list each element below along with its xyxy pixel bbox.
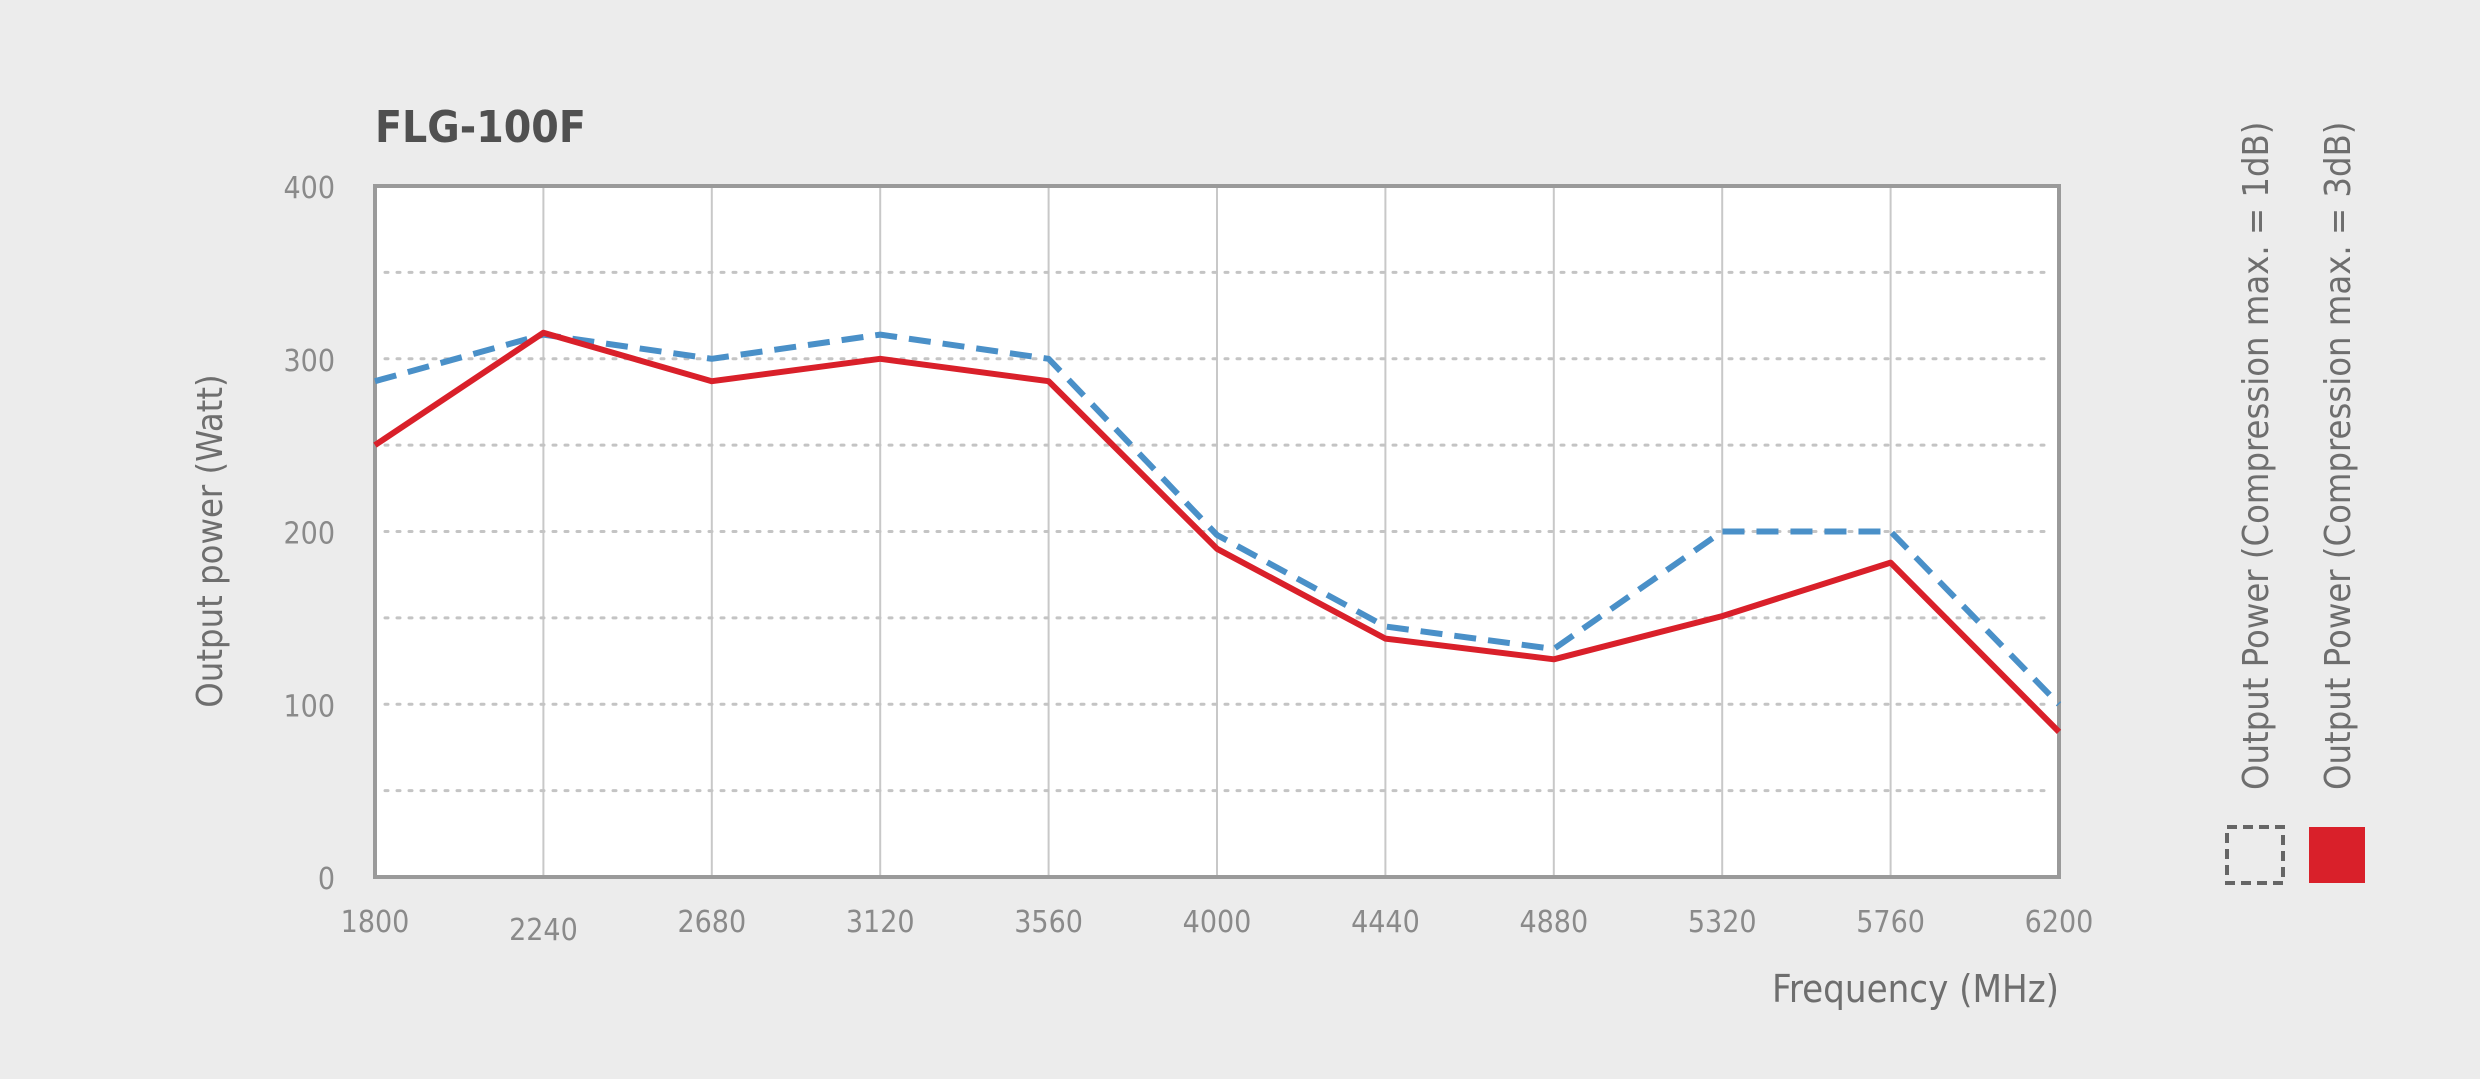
x-tick-label: 3560 [1014, 905, 1083, 940]
x-tick-label: 1800 [341, 905, 410, 940]
y-tick-label: 300 [283, 344, 335, 379]
plot-frame [373, 184, 2061, 879]
y-tick-label: 100 [283, 689, 335, 724]
x-tick-label: 4000 [1183, 905, 1252, 940]
legend-label-2: Output Power (Compression max. = 3dB) [2318, 122, 2359, 790]
x-tick-label: 6200 [2025, 905, 2094, 940]
x-axis-label: Frequency (MHz) [1772, 967, 2059, 1011]
series-lines [373, 329, 2062, 735]
x-tick-label: 2240 [509, 913, 578, 948]
x-tick-label: 5760 [1856, 905, 1925, 940]
y-axis-label: Output power (Watt) [190, 374, 231, 707]
legend-swatch-1 [2225, 825, 2285, 885]
x-tick-label: 2680 [677, 905, 746, 940]
x-tick-label: 3120 [846, 905, 915, 940]
y-tick-label: 0 [318, 862, 335, 897]
y-tick-label: 400 [283, 171, 335, 206]
series-line-1 [374, 331, 2062, 707]
x-tick-label: 5320 [1688, 905, 1757, 940]
x-tick-label: 4880 [1519, 905, 1588, 940]
chart-title: FLG-100F [375, 102, 586, 153]
x-axis-ticks: 1800 2240 2680 3120 3560 4000 4440 4880 5320 5760… [341, 905, 2094, 948]
legend: Output Power (Compression max. = 1dB) Out… [2225, 122, 2365, 885]
x-tick-label: 4440 [1351, 905, 1420, 940]
legend-label-1: Output Power (Compression max. = 1dB) [2236, 122, 2277, 790]
series-line-2 [373, 329, 2062, 735]
y-axis-ticks: 0 100 200 300 400 [283, 171, 335, 897]
legend-swatch-2 [2309, 827, 2365, 883]
y-tick-label: 200 [283, 517, 335, 552]
